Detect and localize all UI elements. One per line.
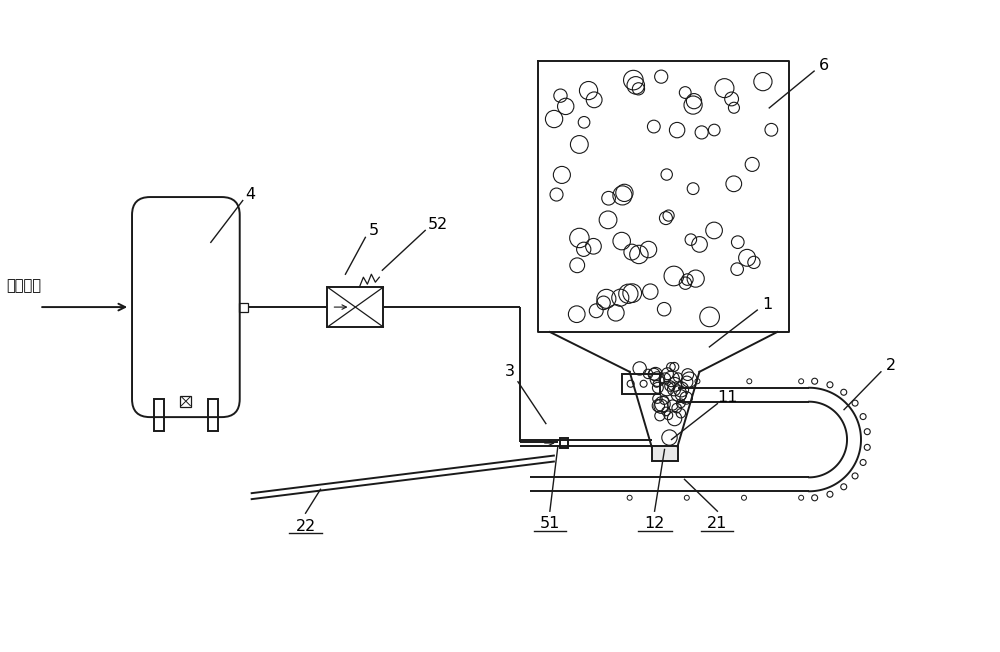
Text: 3: 3	[505, 364, 515, 379]
Text: 1: 1	[762, 297, 772, 312]
Text: 2: 2	[886, 359, 896, 374]
Text: 6: 6	[819, 57, 829, 72]
Text: 52: 52	[428, 217, 448, 232]
Bar	[652, 447, 678, 462]
Bar	[180, 396, 191, 407]
Text: 22: 22	[295, 518, 316, 533]
Bar	[327, 287, 383, 327]
Text: 11: 11	[717, 390, 738, 405]
Text: 12: 12	[644, 516, 665, 531]
Bar	[622, 374, 660, 394]
Text: 21: 21	[707, 516, 728, 531]
Text: 4: 4	[246, 187, 256, 202]
Bar	[239, 303, 248, 312]
Text: 压缩空气: 压缩空气	[6, 278, 41, 293]
Bar	[154, 399, 164, 431]
Text: 5: 5	[368, 223, 378, 238]
Text: 51: 51	[540, 516, 560, 531]
Bar	[560, 437, 568, 449]
Bar	[208, 399, 218, 431]
